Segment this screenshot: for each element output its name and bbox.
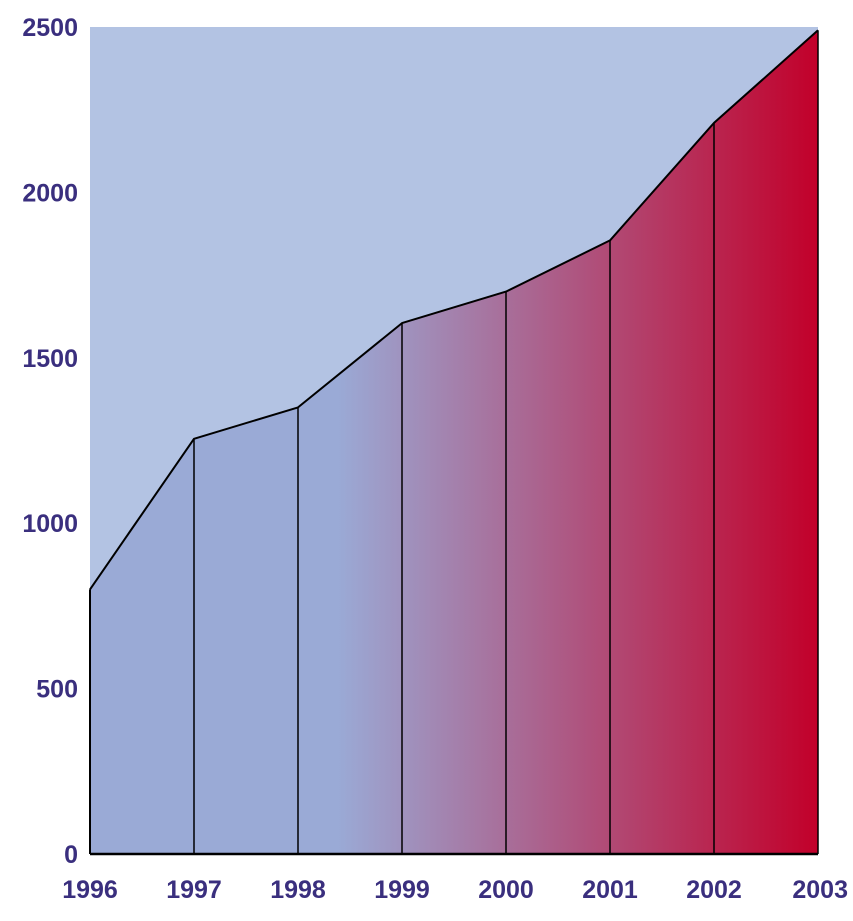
- y-tick-label: 2500: [22, 14, 78, 42]
- x-tick-label: 1998: [270, 876, 326, 904]
- area-fill: [90, 30, 818, 855]
- x-tick-label: 2003: [792, 876, 848, 904]
- y-tick-labels: 0 500 1000 1500 2000 2500: [22, 14, 78, 869]
- y-tick-label: 1500: [22, 345, 78, 373]
- x-tick-labels: 1996 1997 1998 1999 2000 2001 2002 2003: [62, 876, 848, 904]
- x-tick-label: 1996: [62, 876, 118, 904]
- year-dividers: [193, 30, 819, 854]
- x-tick-label: 2000: [478, 876, 534, 904]
- x-tick-label: 1997: [166, 876, 222, 904]
- x-tick-label: 2001: [582, 876, 638, 904]
- y-tick-label: 0: [64, 841, 78, 869]
- y-tick-label: 1000: [22, 510, 78, 538]
- x-tick-label: 1999: [374, 876, 430, 904]
- series-line: [89, 29, 819, 590]
- x-tick-label: 2002: [686, 876, 742, 904]
- y-tick-label: 2000: [22, 179, 78, 207]
- y-tick-label: 500: [36, 676, 78, 704]
